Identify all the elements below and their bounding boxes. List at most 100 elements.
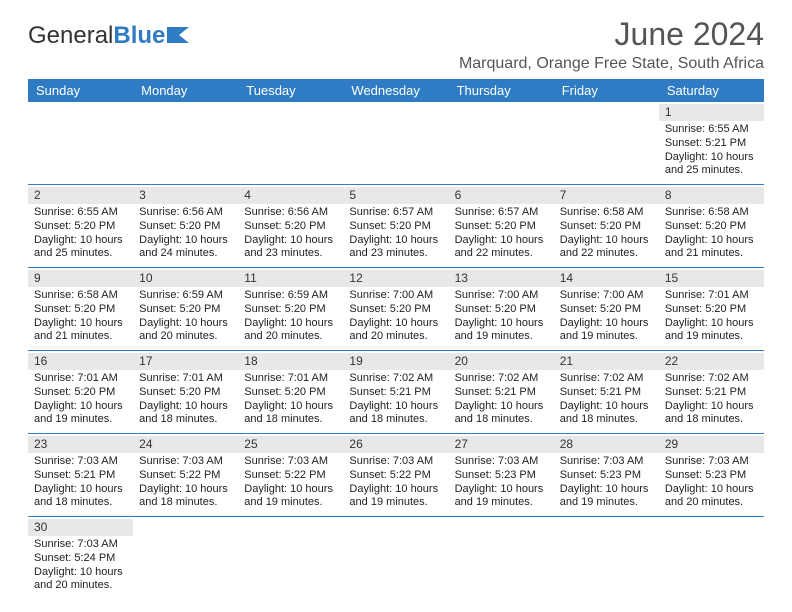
daylight-text: and 18 minutes. (560, 413, 653, 427)
calendar-day: 5Sunrise: 6:57 AMSunset: 5:20 PMDaylight… (343, 185, 448, 268)
daylight-text: Daylight: 10 hours (34, 234, 127, 248)
calendar-day: 4Sunrise: 6:56 AMSunset: 5:20 PMDaylight… (238, 185, 343, 268)
calendar-day-empty (238, 102, 343, 185)
day-number: 22 (659, 353, 764, 370)
day-number: 24 (133, 436, 238, 453)
day-number: 4 (238, 187, 343, 204)
sunrise-text: Sunrise: 7:02 AM (665, 372, 758, 386)
day-number: 25 (238, 436, 343, 453)
sunrise-text: Sunrise: 7:01 AM (244, 372, 337, 386)
daylight-text: and 19 minutes. (34, 413, 127, 427)
calendar-day-empty (343, 517, 448, 600)
sunset-text: Sunset: 5:22 PM (244, 469, 337, 483)
daylight-text: and 18 minutes. (34, 496, 127, 510)
daylight-text: Daylight: 10 hours (560, 317, 653, 331)
calendar-day: 16Sunrise: 7:01 AMSunset: 5:20 PMDayligh… (28, 351, 133, 434)
daylight-text: Daylight: 10 hours (349, 483, 442, 497)
logo-flag-icon (167, 22, 193, 50)
day-number: 16 (28, 353, 133, 370)
calendar-day-empty (449, 102, 554, 185)
daylight-text: and 21 minutes. (665, 247, 758, 261)
sunset-text: Sunset: 5:20 PM (34, 386, 127, 400)
day-number: 5 (343, 187, 448, 204)
sunrise-text: Sunrise: 6:58 AM (665, 206, 758, 220)
sunset-text: Sunset: 5:20 PM (349, 303, 442, 317)
daylight-text: and 18 minutes. (349, 413, 442, 427)
daylight-text: and 22 minutes. (455, 247, 548, 261)
calendar-day: 11Sunrise: 6:59 AMSunset: 5:20 PMDayligh… (238, 268, 343, 351)
calendar-day: 30Sunrise: 7:03 AMSunset: 5:24 PMDayligh… (28, 517, 133, 600)
sunrise-text: Sunrise: 7:00 AM (349, 289, 442, 303)
sunset-text: Sunset: 5:21 PM (34, 469, 127, 483)
calendar-week: 16Sunrise: 7:01 AMSunset: 5:20 PMDayligh… (28, 351, 764, 434)
day-number: 3 (133, 187, 238, 204)
day-number: 11 (238, 270, 343, 287)
day-number: 19 (343, 353, 448, 370)
daylight-text: and 19 minutes. (455, 496, 548, 510)
daylight-text: Daylight: 10 hours (455, 400, 548, 414)
day-number: 21 (554, 353, 659, 370)
daylight-text: Daylight: 10 hours (244, 483, 337, 497)
calendar-day: 8Sunrise: 6:58 AMSunset: 5:20 PMDaylight… (659, 185, 764, 268)
calendar-day: 3Sunrise: 6:56 AMSunset: 5:20 PMDaylight… (133, 185, 238, 268)
day-header: Saturday (659, 79, 764, 102)
daylight-text: Daylight: 10 hours (349, 317, 442, 331)
brand-part2: Blue (113, 22, 165, 50)
day-number: 14 (554, 270, 659, 287)
sunrise-text: Sunrise: 6:57 AM (349, 206, 442, 220)
sunset-text: Sunset: 5:23 PM (665, 469, 758, 483)
calendar-day: 2Sunrise: 6:55 AMSunset: 5:20 PMDaylight… (28, 185, 133, 268)
day-number: 2 (28, 187, 133, 204)
daylight-text: and 18 minutes. (244, 413, 337, 427)
day-header: Monday (133, 79, 238, 102)
sunrise-text: Sunrise: 7:01 AM (34, 372, 127, 386)
sunrise-text: Sunrise: 6:59 AM (139, 289, 232, 303)
day-number: 6 (449, 187, 554, 204)
day-header: Tuesday (238, 79, 343, 102)
daylight-text: Daylight: 10 hours (139, 483, 232, 497)
calendar-day: 17Sunrise: 7:01 AMSunset: 5:20 PMDayligh… (133, 351, 238, 434)
sunrise-text: Sunrise: 7:00 AM (560, 289, 653, 303)
sunset-text: Sunset: 5:20 PM (244, 386, 337, 400)
daylight-text: and 24 minutes. (139, 247, 232, 261)
sunrise-text: Sunrise: 6:55 AM (665, 123, 758, 137)
daylight-text: and 20 minutes. (244, 330, 337, 344)
sunset-text: Sunset: 5:20 PM (139, 386, 232, 400)
sunset-text: Sunset: 5:20 PM (244, 220, 337, 234)
daylight-text: Daylight: 10 hours (34, 483, 127, 497)
calendar-day: 18Sunrise: 7:01 AMSunset: 5:20 PMDayligh… (238, 351, 343, 434)
day-number: 30 (28, 519, 133, 536)
sunset-text: Sunset: 5:20 PM (349, 220, 442, 234)
daylight-text: Daylight: 10 hours (139, 317, 232, 331)
sunrise-text: Sunrise: 7:00 AM (455, 289, 548, 303)
calendar-week: 9Sunrise: 6:58 AMSunset: 5:20 PMDaylight… (28, 268, 764, 351)
calendar-body: 1Sunrise: 6:55 AMSunset: 5:21 PMDaylight… (28, 102, 764, 599)
sunrise-text: Sunrise: 7:03 AM (139, 455, 232, 469)
day-number: 20 (449, 353, 554, 370)
daylight-text: Daylight: 10 hours (244, 317, 337, 331)
calendar-day: 26Sunrise: 7:03 AMSunset: 5:22 PMDayligh… (343, 434, 448, 517)
sunrise-text: Sunrise: 7:03 AM (560, 455, 653, 469)
sunrise-text: Sunrise: 7:01 AM (139, 372, 232, 386)
daylight-text: and 20 minutes. (349, 330, 442, 344)
daylight-text: and 25 minutes. (665, 164, 758, 178)
sunset-text: Sunset: 5:20 PM (139, 303, 232, 317)
calendar-day-empty (28, 102, 133, 185)
calendar-day: 24Sunrise: 7:03 AMSunset: 5:22 PMDayligh… (133, 434, 238, 517)
daylight-text: Daylight: 10 hours (665, 151, 758, 165)
sunrise-text: Sunrise: 7:03 AM (349, 455, 442, 469)
day-number: 15 (659, 270, 764, 287)
calendar-day: 6Sunrise: 6:57 AMSunset: 5:20 PMDaylight… (449, 185, 554, 268)
calendar-day-empty (659, 517, 764, 600)
daylight-text: Daylight: 10 hours (665, 234, 758, 248)
calendar-day: 9Sunrise: 6:58 AMSunset: 5:20 PMDaylight… (28, 268, 133, 351)
sunset-text: Sunset: 5:20 PM (34, 220, 127, 234)
page-header: GeneralBlue June 2024 Marquard, Orange F… (28, 16, 764, 73)
sunset-text: Sunset: 5:20 PM (665, 303, 758, 317)
calendar-day: 19Sunrise: 7:02 AMSunset: 5:21 PMDayligh… (343, 351, 448, 434)
sunset-text: Sunset: 5:20 PM (455, 220, 548, 234)
daylight-text: Daylight: 10 hours (560, 483, 653, 497)
daylight-text: Daylight: 10 hours (244, 234, 337, 248)
calendar-day: 23Sunrise: 7:03 AMSunset: 5:21 PMDayligh… (28, 434, 133, 517)
day-number: 26 (343, 436, 448, 453)
